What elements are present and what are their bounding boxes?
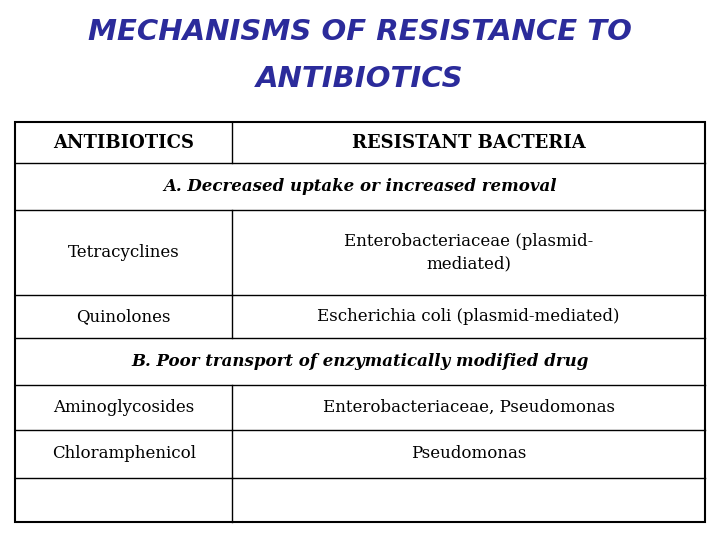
Text: B. Poor transport of enzymatically modified drug: B. Poor transport of enzymatically modif… [131,353,589,370]
Bar [15,122,705,522]
Text: RESISTANT BACTERIA: RESISTANT BACTERIA [352,133,585,152]
Text: A. Decreased uptake or increased removal: A. Decreased uptake or increased removal [163,178,557,195]
Text: Aminoglycosides: Aminoglycosides [53,399,194,416]
Text: Enterobacteriaceae, Pseudomonas: Enterobacteriaceae, Pseudomonas [323,399,615,416]
Text: Chloramphenicol: Chloramphenicol [52,446,196,462]
Text: ANTIBIOTICS: ANTIBIOTICS [53,133,194,152]
Text: Enterobacteriaceae (plasmid-
mediated): Enterobacteriaceae (plasmid- mediated) [344,233,593,272]
Text: Escherichia coli (plasmid-mediated): Escherichia coli (plasmid-mediated) [318,308,620,325]
Text: Quinolones: Quinolones [76,308,171,325]
Text: Pseudomonas: Pseudomonas [411,446,526,462]
Text: Tetracyclines: Tetracyclines [68,244,179,261]
Text: MECHANISMS OF RESISTANCE TO: MECHANISMS OF RESISTANCE TO [88,18,632,46]
Text: ANTIBIOTICS: ANTIBIOTICS [256,65,464,93]
